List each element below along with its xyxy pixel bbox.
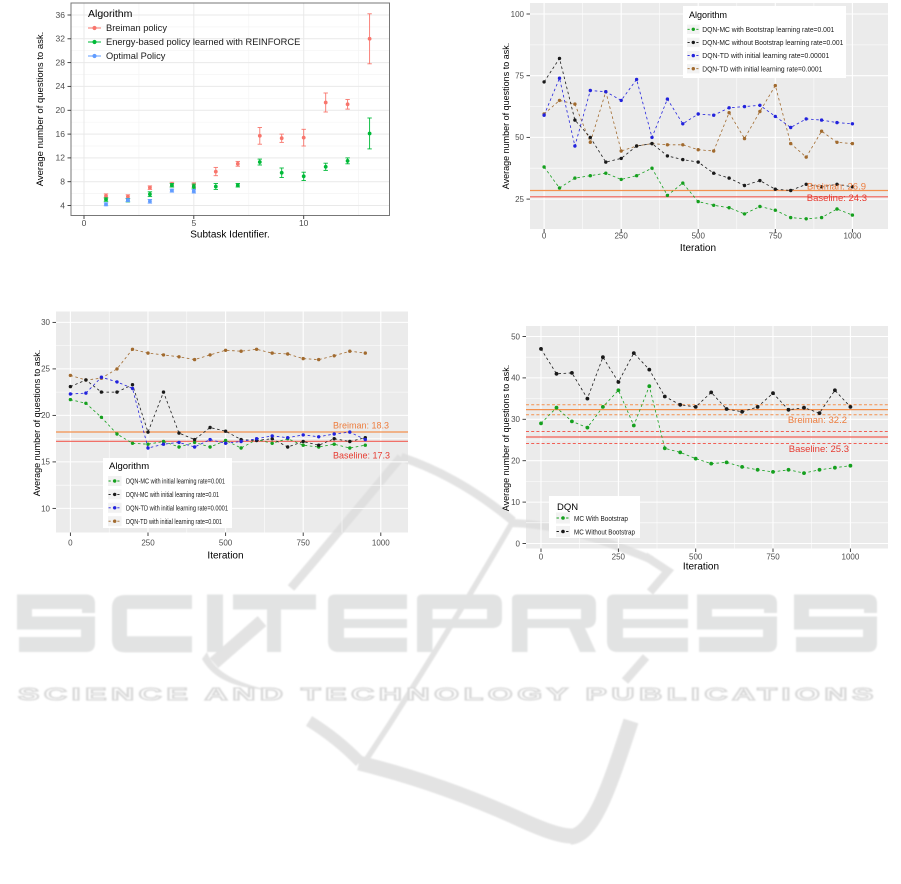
svg-text:DQN-MC with initial learning r: DQN-MC with initial learning rate=0.001: [126, 477, 225, 486]
svg-text:12: 12: [56, 153, 66, 163]
svg-text:Baseline: 17.3: Baseline: 17.3: [333, 451, 390, 461]
svg-text:750: 750: [766, 553, 780, 562]
svg-text:10: 10: [41, 504, 50, 513]
svg-text:Iteration: Iteration: [683, 562, 719, 573]
svg-text:0: 0: [516, 539, 521, 548]
svg-text:SCIENCE AND TECHNOLOGY PUBLICA: SCIENCE AND TECHNOLOGY PUBLICATIONS: [18, 684, 878, 704]
svg-text:DQN-TD with initial learning r: DQN-TD with initial learning rate=0.0001: [126, 503, 228, 512]
svg-text:Breiman policy: Breiman policy: [106, 23, 167, 33]
svg-text:32: 32: [56, 34, 66, 44]
svg-text:Algorithm: Algorithm: [88, 8, 133, 20]
svg-text:0: 0: [542, 232, 547, 241]
svg-text:20: 20: [41, 411, 50, 420]
svg-text:MC Without Bootstrap: MC Without Bootstrap: [574, 527, 635, 536]
svg-text:50: 50: [511, 332, 520, 341]
svg-text:Iteration: Iteration: [680, 243, 716, 254]
svg-text:4: 4: [60, 200, 65, 210]
svg-text:Energy-based policy learned wi: Energy-based policy learned with REINFOR…: [106, 37, 300, 47]
svg-text:8: 8: [60, 176, 65, 186]
svg-text:24: 24: [56, 81, 66, 91]
svg-text:DQN-TD with initial learning r: DQN-TD with initial learning rate=0.001: [126, 517, 222, 526]
svg-text:1000: 1000: [842, 553, 860, 562]
svg-text:30: 30: [41, 318, 50, 327]
svg-text:20: 20: [56, 105, 66, 115]
svg-text:10: 10: [299, 218, 309, 228]
svg-text:36: 36: [56, 10, 66, 20]
svg-text:750: 750: [297, 539, 311, 548]
svg-text:Iteration: Iteration: [207, 551, 243, 562]
svg-text:30: 30: [511, 415, 520, 424]
svg-text:Breiman: 18.3: Breiman: 18.3: [333, 421, 389, 431]
svg-text:DQN-TD with initial learning r: DQN-TD with initial learning rate=0.0001: [702, 64, 822, 73]
svg-text:DQN-MC without Bootstrap learn: DQN-MC without Bootstrap learning rate=0…: [702, 38, 843, 47]
svg-text:Optimal Policy: Optimal Policy: [106, 51, 166, 61]
svg-text:1000: 1000: [372, 539, 390, 548]
svg-text:0: 0: [539, 553, 544, 562]
svg-text:Average number of questions to: Average number of questions to ask.: [501, 365, 511, 511]
svg-text:MC With Bootstrap: MC With Bootstrap: [574, 514, 628, 523]
svg-text:Subtask Identifier.: Subtask Identifier.: [190, 230, 270, 241]
svg-text:500: 500: [689, 553, 703, 562]
svg-text:250: 250: [612, 553, 626, 562]
svg-text:Breiman: 32.2: Breiman: 32.2: [788, 415, 847, 426]
svg-text:Algorithm: Algorithm: [109, 461, 149, 472]
svg-text:16: 16: [56, 129, 66, 139]
svg-text:Baseline: 24.3: Baseline: 24.3: [807, 193, 867, 204]
svg-text:Average number of questions to: Average number of questions to ask.: [32, 350, 42, 496]
svg-text:Algorithm: Algorithm: [689, 10, 727, 20]
svg-text:500: 500: [219, 539, 233, 548]
svg-text:0: 0: [68, 539, 73, 548]
svg-text:15: 15: [41, 458, 50, 467]
svg-text:5: 5: [191, 218, 196, 228]
svg-text:DQN-MC with initial learning r: DQN-MC with initial learning rate=0.01: [126, 490, 219, 499]
svg-text:750: 750: [769, 232, 783, 241]
svg-text:20: 20: [511, 457, 520, 466]
svg-text:0: 0: [82, 218, 87, 228]
svg-text:DQN-TD with initial learning r: DQN-TD with initial learning rate=0.0000…: [702, 51, 829, 60]
svg-text:10: 10: [511, 498, 520, 507]
svg-text:50: 50: [515, 133, 524, 142]
svg-text:Average number of questions to: Average number of questions to ask.: [501, 43, 511, 189]
svg-text:25: 25: [41, 365, 50, 374]
svg-text:500: 500: [692, 232, 706, 241]
svg-text:250: 250: [141, 539, 155, 548]
svg-text:1000: 1000: [844, 232, 862, 241]
svg-text:75: 75: [515, 72, 524, 81]
svg-text:DQN: DQN: [557, 502, 578, 513]
svg-text:Baseline: 25.3: Baseline: 25.3: [789, 444, 849, 455]
svg-text:Average number of questions to: Average number of questions to ask.: [35, 32, 46, 187]
svg-text:DQN-MC with Bootstrap learning: DQN-MC with Bootstrap learning rate=0.00…: [702, 25, 834, 34]
svg-text:Breiman: 26.9: Breiman: 26.9: [807, 182, 866, 193]
svg-text:28: 28: [56, 57, 66, 67]
svg-text:40: 40: [511, 374, 520, 383]
svg-text:25: 25: [515, 195, 524, 204]
svg-text:100: 100: [511, 10, 525, 19]
svg-text:250: 250: [614, 232, 628, 241]
